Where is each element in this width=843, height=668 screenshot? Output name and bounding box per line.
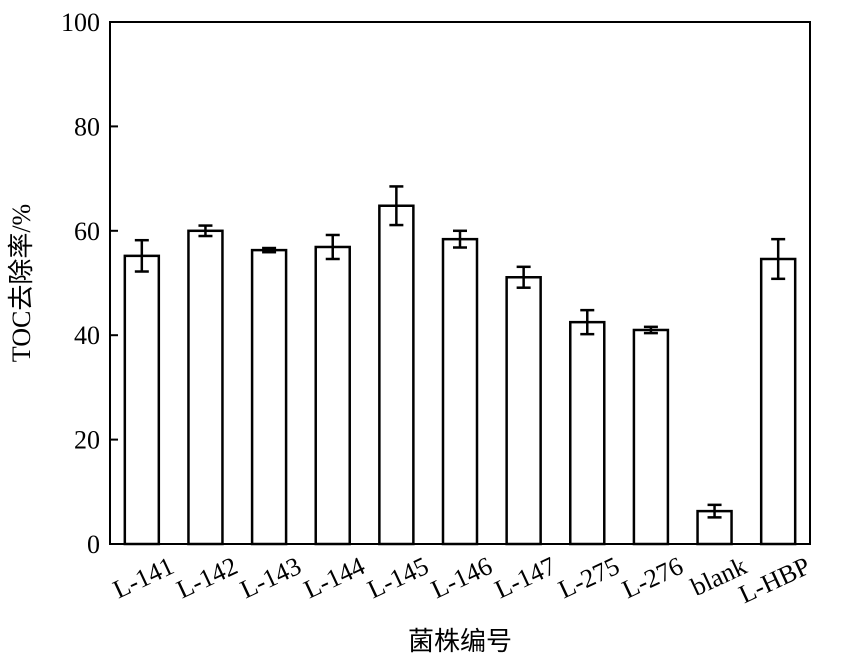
y-tick-label: 80 <box>74 112 100 141</box>
error-bar <box>771 237 786 281</box>
bar <box>187 229 224 546</box>
x-tick-label: L-145 <box>363 551 433 604</box>
x-tick-label: L-276 <box>618 551 688 604</box>
x-tick-label: L-143 <box>236 551 306 604</box>
error-bar <box>453 229 467 249</box>
error-bar <box>262 246 277 254</box>
error-bar <box>389 185 404 227</box>
bar <box>759 257 797 546</box>
error-bar <box>198 224 213 238</box>
y-tick-label: 100 <box>61 8 100 37</box>
y-tick-label: 60 <box>74 217 100 246</box>
x-tick-label: L-HBP <box>734 551 814 609</box>
error-bar <box>134 238 149 273</box>
bar <box>378 204 415 546</box>
bar <box>505 276 542 546</box>
bar <box>632 328 670 546</box>
x-tick-label: L-275 <box>554 551 624 604</box>
x-tick-label: L-146 <box>427 551 497 604</box>
y-tick-label: 40 <box>74 321 100 350</box>
bar <box>569 320 606 546</box>
bar <box>441 237 479 546</box>
error-bar <box>325 233 340 261</box>
y-tick-label: 20 <box>74 426 100 455</box>
y-axis-label: TOC去除率/% <box>7 204 36 362</box>
y-tick-label: 0 <box>87 530 100 559</box>
x-tick-label: L-141 <box>109 551 179 604</box>
error-bar <box>580 308 595 336</box>
x-tick-label: L-147 <box>490 551 560 604</box>
x-tick-label: L-142 <box>172 551 242 604</box>
bar <box>123 254 161 546</box>
error-bar <box>643 325 658 335</box>
x-axis-label: 菌株编号 <box>408 627 512 656</box>
x-tick-label: L-144 <box>299 551 369 604</box>
error-bar <box>516 265 531 289</box>
error-bar <box>707 503 722 519</box>
bar <box>250 248 288 546</box>
bar <box>314 245 351 546</box>
